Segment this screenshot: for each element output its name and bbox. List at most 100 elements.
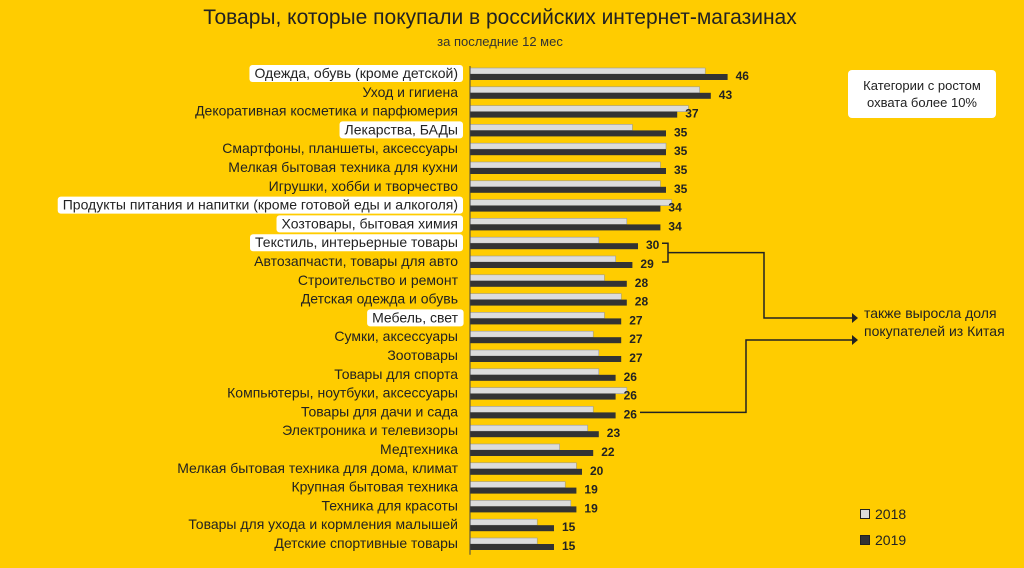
category-highlight — [250, 234, 463, 252]
bar-2019 — [470, 243, 638, 250]
category-highlight — [276, 215, 463, 233]
bar-2018 — [469, 105, 689, 112]
value-label: 37 — [685, 107, 699, 121]
category-label: Товары для ухода и кормления малышей — [188, 516, 458, 532]
category-label: Смартфоны, планшеты, аксессуары — [222, 140, 458, 156]
bar-2019 — [470, 149, 666, 156]
bar-2018 — [469, 349, 600, 357]
bar-2018 — [469, 255, 616, 263]
category-highlight — [339, 121, 463, 139]
category-label: Детская одежда и обувь — [301, 291, 458, 307]
value-label: 35 — [674, 163, 688, 177]
growth-note-text: Категории с ростом охвата более 10% — [863, 78, 981, 110]
bar-2019 — [470, 468, 582, 475]
value-label: 19 — [584, 483, 598, 497]
value-label: 46 — [736, 69, 750, 83]
category-label: Строительство и ремонт — [298, 272, 459, 288]
china-arrowhead-top — [852, 313, 858, 323]
category-label: Медтехника — [380, 441, 458, 457]
category-label: Товары для дачи и сада — [301, 403, 458, 419]
value-label: 34 — [668, 201, 682, 215]
bar-2018 — [469, 387, 628, 394]
category-highlight — [57, 196, 463, 214]
category-label: Автозапчасти, товары для авто — [254, 253, 458, 269]
bar-2018 — [469, 142, 667, 150]
china-note: также выросла доля покупателей из Китая — [864, 305, 1005, 339]
category-label: Детские спортивные товары — [274, 535, 458, 551]
category-label: Продукты питания и напитки (кроме готово… — [63, 197, 458, 213]
bar-2018 — [469, 124, 633, 131]
value-label: 26 — [624, 389, 638, 403]
chart-title: Товары, которые покупали в российских ин… — [203, 6, 797, 29]
value-label: 26 — [624, 407, 638, 421]
category-label: Компьютеры, ноутбуки, аксессуары — [227, 385, 458, 401]
value-label: 23 — [607, 426, 621, 440]
bar-2019 — [470, 318, 622, 325]
value-label: 35 — [674, 144, 688, 158]
category-label: Товары для спорта — [334, 366, 458, 382]
value-label: 22 — [601, 445, 615, 459]
category-label: Электроника и телевизоры — [282, 422, 458, 438]
bar-2018 — [469, 218, 628, 225]
bar-2018 — [469, 537, 538, 545]
value-label: 27 — [629, 313, 643, 327]
bar-2019 — [470, 412, 616, 419]
china-arrow-top — [668, 251, 852, 319]
bar-2019 — [470, 205, 661, 212]
value-label: 35 — [674, 182, 688, 196]
value-label: 30 — [646, 238, 660, 252]
bar-2019 — [470, 130, 666, 137]
category-label: Уход и гигиена — [362, 84, 458, 100]
value-label: 15 — [562, 520, 576, 534]
category-label: Мелкая бытовая техника для кухни — [228, 159, 458, 175]
bar-2018 — [469, 462, 577, 470]
bar-2018 — [469, 161, 661, 169]
value-label: 29 — [640, 257, 654, 271]
category-label: Текстиль, интерьерные товары — [255, 234, 458, 250]
bar-2018 — [469, 293, 622, 300]
legend-2018: 2018 — [860, 506, 906, 522]
bar-2019 — [470, 186, 666, 193]
bar-2019 — [470, 525, 554, 532]
legend-swatch-2019 — [860, 535, 870, 545]
value-label: 26 — [624, 370, 638, 384]
legend-swatch-2018 — [860, 509, 870, 519]
category-label: Лекарства, БАДы — [345, 121, 458, 137]
bar-2018 — [469, 330, 594, 338]
bar-2019 — [470, 92, 711, 99]
bar-2019 — [470, 544, 554, 550]
china-arrowhead-bottom — [852, 335, 858, 345]
bar-2019 — [470, 299, 627, 306]
bar-2019 — [470, 450, 594, 456]
bar-2018 — [469, 518, 538, 526]
china-arrow-bottom — [640, 339, 852, 414]
bar-2019 — [470, 374, 616, 381]
bar-2018 — [469, 500, 572, 507]
value-label: 34 — [668, 219, 682, 233]
category-label: Мелкая бытовая техника для дома, климат — [177, 460, 458, 476]
category-highlight — [367, 309, 464, 327]
category-highlight — [249, 65, 463, 82]
bar-2019 — [470, 337, 622, 344]
value-label: 19 — [584, 501, 598, 515]
bar-2018 — [469, 368, 600, 376]
value-label: 20 — [590, 464, 604, 478]
category-label: Мебель, свет — [372, 309, 458, 325]
category-label: Сумки, аксессуары — [334, 328, 458, 344]
category-label: Одежда, обувь (кроме детской) — [254, 65, 458, 81]
bar-2018 — [469, 67, 706, 75]
value-label: 35 — [674, 125, 688, 139]
bar-2019 — [470, 431, 599, 438]
bar-2019 — [470, 506, 577, 513]
value-label: 28 — [635, 295, 649, 309]
bar-2019 — [470, 280, 627, 287]
category-label: Хозтовары, бытовая химия — [282, 215, 458, 231]
value-label: 28 — [635, 276, 649, 290]
bar-2018 — [469, 236, 600, 244]
bar-2019 — [470, 224, 661, 231]
growth-note-box: Категории с ростом охвата более 10% — [848, 70, 996, 118]
bar-2018 — [469, 481, 566, 488]
bar-2019 — [470, 393, 616, 400]
bar-2019 — [470, 356, 622, 362]
